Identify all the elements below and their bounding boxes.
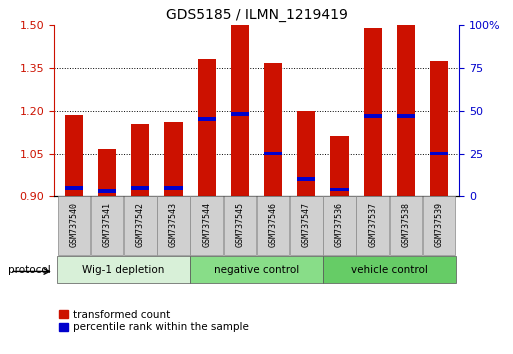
Bar <box>364 28 382 196</box>
Text: GSM737538: GSM737538 <box>402 202 410 247</box>
Bar <box>390 196 422 255</box>
Bar <box>423 196 456 255</box>
Text: GSM737540: GSM737540 <box>69 202 78 247</box>
Bar <box>330 188 349 192</box>
Bar <box>190 196 223 255</box>
Bar <box>131 124 149 196</box>
Bar <box>91 196 123 255</box>
Bar <box>297 177 315 181</box>
Text: GSM737543: GSM737543 <box>169 202 178 247</box>
Bar <box>397 25 415 196</box>
Bar <box>290 196 323 255</box>
Bar <box>198 59 216 196</box>
Bar <box>124 196 156 255</box>
Bar <box>257 196 289 255</box>
Text: GSM737546: GSM737546 <box>269 202 278 247</box>
Bar <box>164 186 183 190</box>
Bar <box>231 25 249 196</box>
Bar <box>397 114 415 118</box>
Text: GSM737547: GSM737547 <box>302 202 311 247</box>
Bar <box>430 61 448 196</box>
Bar <box>198 117 216 121</box>
Bar <box>157 196 190 255</box>
Text: vehicle control: vehicle control <box>351 265 428 275</box>
Bar <box>98 189 116 193</box>
Text: GSM737545: GSM737545 <box>235 202 244 247</box>
Title: GDS5185 / ILMN_1219419: GDS5185 / ILMN_1219419 <box>166 8 347 22</box>
Bar <box>231 112 249 116</box>
Text: GSM737544: GSM737544 <box>202 202 211 247</box>
Bar <box>57 256 190 284</box>
Bar <box>131 186 149 190</box>
Text: negative control: negative control <box>214 265 299 275</box>
Bar <box>57 196 90 255</box>
Legend: transformed count, percentile rank within the sample: transformed count, percentile rank withi… <box>59 310 248 332</box>
Text: GSM737541: GSM737541 <box>103 202 111 247</box>
Bar <box>264 63 282 196</box>
Text: GSM737542: GSM737542 <box>136 202 145 247</box>
Text: GSM737537: GSM737537 <box>368 202 377 247</box>
Bar <box>364 114 382 118</box>
Text: Wig-1 depletion: Wig-1 depletion <box>83 265 165 275</box>
Text: GSM737539: GSM737539 <box>435 202 444 247</box>
Bar <box>190 256 323 284</box>
Bar <box>65 115 83 196</box>
Bar <box>98 149 116 196</box>
Bar <box>357 196 389 255</box>
Bar <box>224 196 256 255</box>
Bar <box>297 111 315 196</box>
Bar <box>323 196 356 255</box>
Bar <box>430 152 448 155</box>
Bar <box>65 186 83 190</box>
Bar <box>164 122 183 196</box>
Text: GSM737536: GSM737536 <box>335 202 344 247</box>
Bar <box>323 256 456 284</box>
Bar <box>264 152 282 155</box>
Text: protocol: protocol <box>8 265 50 275</box>
Bar <box>330 136 349 196</box>
